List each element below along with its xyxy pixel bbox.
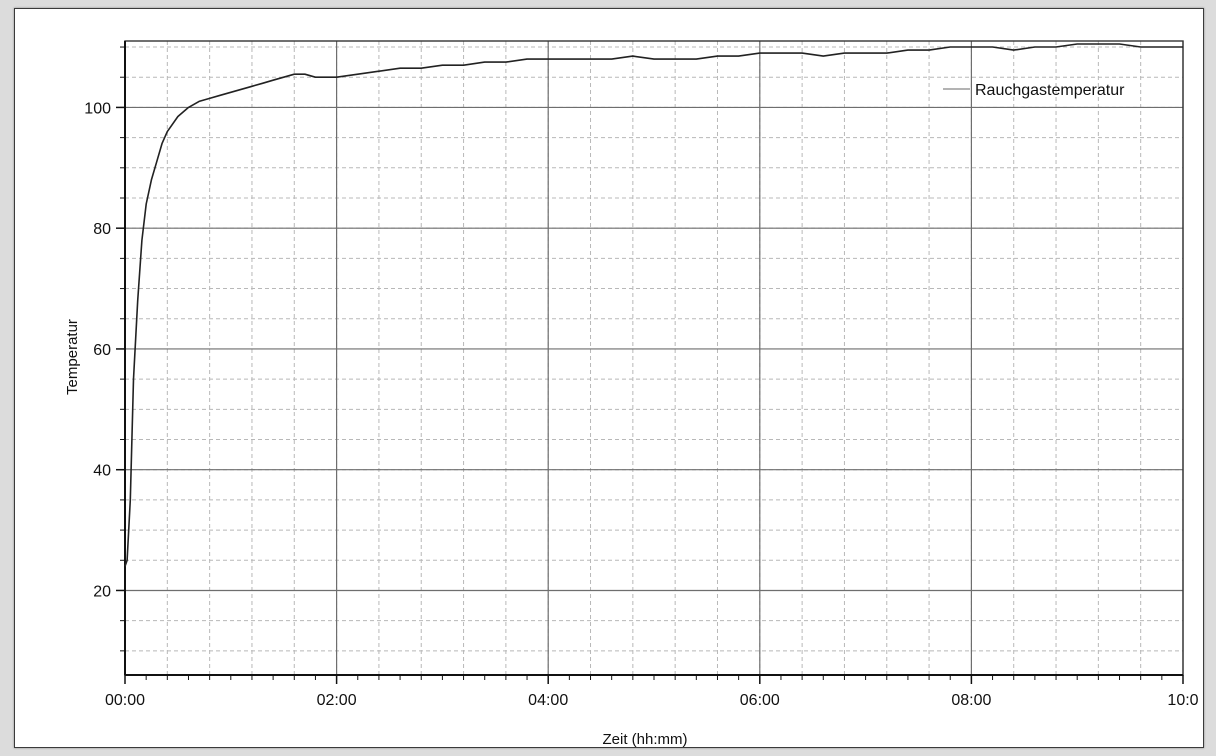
y-tick-label: 80 — [93, 221, 111, 238]
plot-area — [125, 41, 1183, 675]
x-tick-label: 04:00 — [528, 692, 568, 709]
legend: Rauchgastemperatur — [943, 82, 1125, 99]
series-layer — [124, 43, 1183, 567]
y-tick-label: 40 — [93, 463, 111, 480]
x-tick-label: 10:0 — [1167, 692, 1198, 709]
chart: 00:00 02:00 04:00 06:00 08:00 10:0 20 40 60 80 10… — [64, 40, 1199, 747]
y-tick-label: 60 — [93, 342, 111, 359]
y-axis-ticks: 20 40 60 80 100 — [84, 46, 125, 652]
x-tick-label: 06:00 — [740, 692, 780, 709]
y-axis-title: Temperatur — [64, 319, 81, 395]
x-tick-label: 08:00 — [951, 692, 991, 709]
x-axis-ticks: 00:00 02:00 04:00 06:00 08:00 10:0 — [105, 675, 1199, 709]
y-tick-label: 100 — [84, 100, 111, 117]
x-axis-title: Zeit (hh:mm) — [602, 731, 687, 747]
chart-paper: 00:00 02:00 04:00 06:00 08:00 10:0 20 40 60 80 10… — [14, 8, 1204, 748]
legend-label-rauchgastemperatur: Rauchgastemperatur — [975, 82, 1125, 99]
y-tick-label: 20 — [93, 583, 111, 600]
series-line-rauchgastemperatur — [124, 43, 1183, 567]
x-tick-label: 00:00 — [105, 692, 145, 709]
x-tick-label: 02:00 — [317, 692, 357, 709]
